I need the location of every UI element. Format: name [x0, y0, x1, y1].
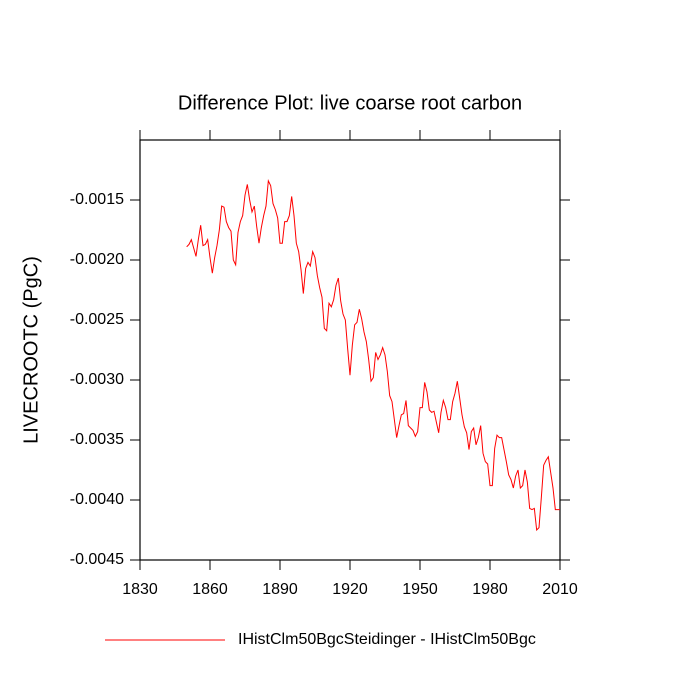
x-tick-label: 1860: [192, 581, 228, 598]
x-tick-label: 1950: [402, 581, 438, 598]
x-tick-label: 1890: [262, 581, 298, 598]
y-tick-label: -0.0035: [70, 431, 124, 448]
legend-label: IHistClm50BgcSteidinger - IHistClm50Bgc: [238, 631, 536, 648]
y-tick-label: -0.0045: [70, 551, 124, 568]
chart-title: Difference Plot: live coarse root carbon: [178, 92, 522, 114]
y-tick-label: -0.0040: [70, 491, 124, 508]
y-tick-label: -0.0020: [70, 251, 124, 268]
y-axis-title: LIVECROOTC (PgC): [20, 256, 42, 444]
data-line: [186, 178, 560, 532]
x-tick-label: 1830: [122, 581, 158, 598]
plot-frame: [139, 139, 561, 561]
y-tick-label: -0.0025: [70, 311, 124, 328]
x-tick-label: 2010: [542, 581, 578, 598]
y-tick-label: -0.0030: [70, 371, 124, 388]
x-tick-label: 1920: [332, 581, 368, 598]
y-tick-label: -0.0015: [70, 191, 124, 208]
x-tick-label: 1980: [472, 581, 508, 598]
